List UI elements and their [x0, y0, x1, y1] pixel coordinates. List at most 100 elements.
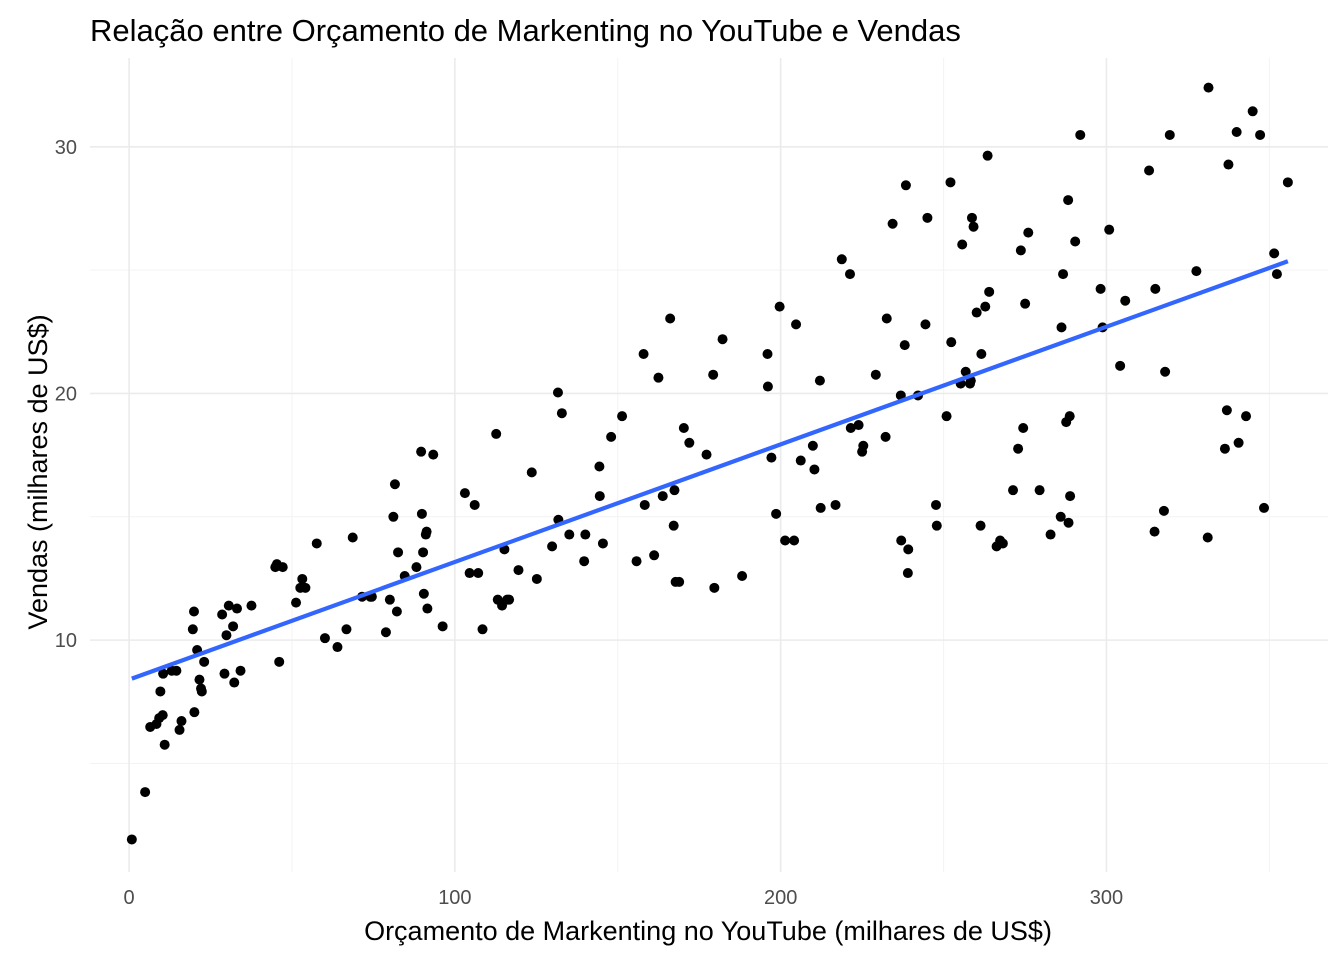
data-point	[638, 349, 649, 359]
data-point	[709, 582, 720, 593]
data-point	[674, 576, 685, 587]
data-point	[980, 301, 991, 312]
data-point	[1259, 502, 1270, 513]
data-point	[504, 594, 515, 605]
data-point	[594, 491, 605, 502]
data-point	[701, 449, 712, 460]
data-point	[393, 547, 404, 558]
data-point	[491, 428, 502, 439]
data-point	[319, 633, 330, 644]
data-point	[341, 624, 352, 635]
data-point	[780, 535, 791, 546]
data-point	[1282, 177, 1293, 188]
data-point	[920, 319, 931, 330]
data-point	[531, 573, 542, 584]
data-point	[1221, 405, 1232, 416]
data-point	[274, 656, 285, 667]
data-point	[984, 286, 995, 297]
data-point	[1271, 269, 1282, 280]
data-point	[1070, 236, 1081, 247]
data-point	[155, 686, 166, 697]
data-point	[960, 366, 971, 377]
data-point	[194, 674, 205, 685]
data-point	[1034, 485, 1045, 496]
data-point	[1150, 283, 1161, 294]
data-point	[902, 568, 913, 579]
data-point	[774, 301, 785, 312]
data-point	[1120, 295, 1131, 306]
data-point	[903, 544, 914, 555]
data-point	[982, 150, 993, 161]
data-point	[477, 624, 488, 635]
data-point	[814, 375, 825, 386]
y-tick-label: 20	[55, 383, 77, 405]
data-point	[945, 177, 956, 188]
data-point	[1023, 227, 1034, 238]
data-point	[1020, 298, 1031, 309]
data-point	[459, 488, 470, 499]
data-point	[789, 535, 800, 546]
data-point	[931, 499, 942, 510]
data-point	[223, 600, 234, 611]
data-point	[1064, 411, 1075, 422]
data-point	[975, 520, 986, 531]
data-point	[416, 446, 427, 457]
data-point	[526, 467, 537, 478]
data-point	[246, 600, 257, 611]
x-axis-title: Orçamento de Markenting no YouTube (milh…	[364, 916, 1052, 946]
data-point	[1241, 411, 1252, 422]
data-point	[1115, 360, 1126, 371]
data-point	[1075, 129, 1086, 140]
data-point	[899, 340, 910, 351]
data-point	[1158, 505, 1169, 516]
data-point	[188, 606, 199, 617]
data-point	[389, 479, 400, 490]
data-point	[384, 594, 395, 605]
data-point	[391, 606, 402, 617]
data-point	[1055, 511, 1066, 522]
data-point	[639, 499, 650, 510]
x-tick-label: 300	[1090, 887, 1123, 909]
data-point	[416, 508, 427, 519]
data-point	[217, 609, 228, 620]
data-point	[473, 568, 484, 579]
data-point	[332, 642, 343, 653]
data-point	[1269, 248, 1280, 259]
y-tick-labels: 10 20 30	[55, 137, 77, 652]
data-point	[762, 349, 773, 359]
data-point	[1144, 165, 1155, 176]
data-point	[665, 313, 676, 324]
data-point	[830, 499, 841, 510]
data-point	[870, 369, 881, 380]
data-point	[1065, 491, 1076, 502]
data-point	[1223, 159, 1234, 170]
data-point	[556, 408, 567, 419]
data-point	[1247, 106, 1258, 117]
x-tick-labels: 0 100 200 300	[124, 887, 1124, 909]
data-point	[437, 621, 448, 632]
data-point	[845, 269, 856, 280]
x-tick-label: 200	[764, 887, 797, 909]
data-point	[762, 381, 773, 392]
data-point	[594, 461, 605, 472]
data-point	[469, 499, 480, 510]
data-point	[1202, 532, 1213, 543]
data-point	[881, 313, 892, 324]
data-point	[815, 502, 826, 513]
data-point	[547, 541, 558, 552]
minor-gridlines	[90, 58, 1328, 872]
data-point	[231, 603, 242, 614]
data-point	[513, 565, 524, 576]
data-point	[708, 369, 719, 380]
data-point	[196, 686, 207, 697]
data-point	[617, 411, 628, 422]
data-point	[1104, 224, 1115, 235]
data-point	[1255, 129, 1266, 140]
data-point	[968, 221, 979, 232]
data-point	[580, 529, 591, 540]
data-point	[1164, 129, 1175, 140]
data-point	[157, 710, 168, 721]
data-point	[678, 423, 689, 433]
data-point	[941, 411, 952, 422]
